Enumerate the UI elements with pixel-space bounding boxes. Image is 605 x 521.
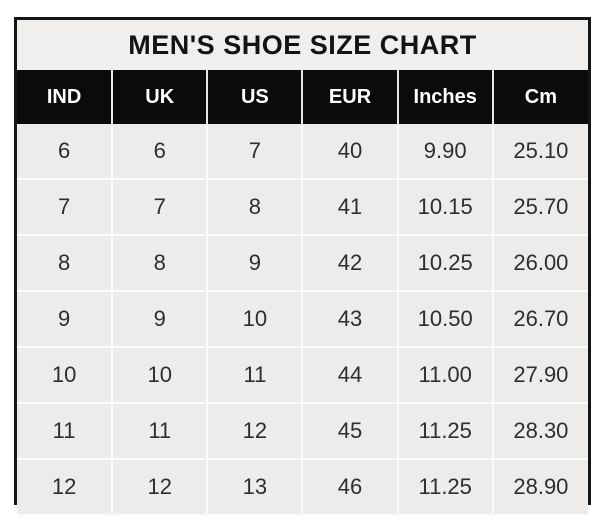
table-row: 8 8 9 42 10.25 26.00: [17, 234, 588, 291]
table-body: 6 6 7 40 9.90 25.10 7 7 8 41 10.15 25.70 8 8 9 42 10.25 2…: [17, 124, 588, 516]
chart-title: MEN'S SHOE SIZE CHART: [17, 20, 588, 70]
table-cell: 7: [206, 124, 303, 179]
table-cell: 12: [17, 458, 113, 516]
table-cell: 40: [301, 124, 398, 179]
table-cell: 28.30: [491, 402, 588, 459]
column-header-ind: IND: [17, 70, 113, 124]
table-cell: 10.25: [396, 234, 493, 291]
table-cell: 12: [206, 402, 303, 459]
table-cell: 10.50: [396, 290, 493, 347]
table-cell: 8: [111, 234, 208, 291]
table-cell: 7: [17, 178, 113, 235]
table-cell: 8: [17, 234, 113, 291]
table-cell: 41: [301, 178, 398, 235]
shoe-size-table: IND UK US EUR Inches Cm 6 6 7 40 9.90 25.10 7 7…: [17, 70, 588, 516]
table-cell: 8: [206, 178, 303, 235]
shoe-size-chart: MEN'S SHOE SIZE CHART IND UK US EUR Inch…: [14, 17, 591, 516]
column-header-uk: UK: [111, 70, 208, 124]
table-row: 12 12 13 46 11.25 28.90: [17, 458, 588, 516]
table-cell: 6: [17, 124, 113, 179]
table-cell: 6: [111, 124, 208, 179]
table-cell: 11: [17, 402, 113, 459]
table-cell: 7: [111, 178, 208, 235]
table-cell: 9: [17, 290, 113, 347]
column-header-cm: Cm: [491, 70, 588, 124]
table-cell: 13: [206, 458, 303, 516]
table-cell: 27.90: [491, 346, 588, 403]
table-cell: 42: [301, 234, 398, 291]
table-cell: 9: [206, 234, 303, 291]
table-row: 11 11 12 45 11.25 28.30: [17, 402, 588, 459]
table-cell: 11.00: [396, 346, 493, 403]
table-cell: 44: [301, 346, 398, 403]
table-cell: 9.90: [396, 124, 493, 179]
table-cell: 11: [206, 346, 303, 403]
table-cell: 10.15: [396, 178, 493, 235]
table-row: 7 7 8 41 10.15 25.70: [17, 178, 588, 235]
column-header-us: US: [206, 70, 303, 124]
table-cell: 12: [111, 458, 208, 516]
header-row: IND UK US EUR Inches Cm: [17, 70, 588, 124]
table-cell: 10: [111, 346, 208, 403]
table-cell: 10: [206, 290, 303, 347]
table-cell: 26.00: [491, 234, 588, 291]
table-cell: 28.90: [491, 458, 588, 516]
table-row: 6 6 7 40 9.90 25.10: [17, 124, 588, 179]
table-cell: 25.70: [491, 178, 588, 235]
table-cell: 11.25: [396, 458, 493, 516]
table-cell: 25.10: [491, 124, 588, 179]
table-cell: 43: [301, 290, 398, 347]
table-row: 9 9 10 43 10.50 26.70: [17, 290, 588, 347]
column-header-inches: Inches: [396, 70, 493, 124]
table-cell: 11: [111, 402, 208, 459]
table-row: 10 10 11 44 11.00 27.90: [17, 346, 588, 403]
column-header-eur: EUR: [301, 70, 398, 124]
table-cell: 11.25: [396, 402, 493, 459]
table-header: IND UK US EUR Inches Cm: [17, 70, 588, 124]
table-cell: 46: [301, 458, 398, 516]
table-cell: 45: [301, 402, 398, 459]
table-cell: 10: [17, 346, 113, 403]
table-cell: 26.70: [491, 290, 588, 347]
table-cell: 9: [111, 290, 208, 347]
